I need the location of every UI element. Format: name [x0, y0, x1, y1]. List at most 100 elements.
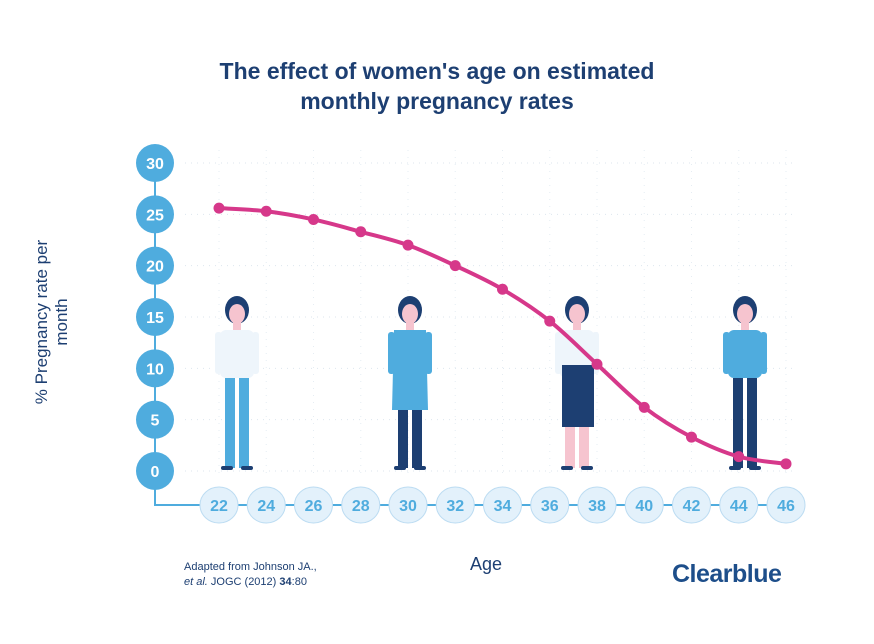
x-tick-bubble [199, 486, 239, 524]
x-tick-bubble [246, 486, 286, 524]
x-tick-label: 22 [210, 498, 228, 515]
source-journal: JOGC (2012) [207, 576, 280, 588]
source-etal: et al. [184, 576, 208, 588]
x-tick-label: 30 [399, 498, 417, 515]
arm [215, 332, 222, 374]
y-tick-bubble [136, 246, 174, 285]
x-tick-label: 46 [777, 498, 795, 515]
y-tick-label: 10 [146, 361, 164, 378]
y-tick-bubble [136, 144, 174, 182]
x-tick-bubble [577, 486, 617, 524]
y-tick-label: 5 [151, 413, 160, 430]
source-volume: 34 [279, 576, 292, 588]
source-line-1: Adapted from Johnson JA., [184, 561, 317, 573]
x-tick-bubble [388, 486, 428, 524]
x-tick-label: 26 [305, 498, 323, 515]
shoe [394, 466, 406, 470]
shirt [220, 330, 254, 378]
face [569, 304, 585, 324]
arm [555, 332, 562, 374]
x-tick-label: 34 [494, 498, 512, 515]
data-point [591, 358, 603, 370]
data-point [780, 458, 792, 470]
neck [406, 322, 414, 330]
x-tick-bubble [624, 486, 664, 524]
neck [741, 322, 749, 330]
y-tick-bubble [136, 298, 174, 336]
x-tick-label: 40 [635, 498, 653, 515]
shirt [728, 330, 762, 378]
data-point [497, 283, 508, 295]
x-tick-label: 36 [541, 498, 559, 515]
dress [392, 330, 428, 410]
x-axis-label: Age [470, 554, 503, 574]
shoe [581, 466, 593, 470]
leg [747, 378, 757, 468]
leg [225, 378, 235, 468]
shoe [561, 466, 573, 470]
x-tick-label: 42 [683, 498, 701, 515]
data-point [733, 451, 745, 463]
arm [252, 332, 259, 374]
x-tick-bubble [435, 486, 475, 524]
shoe [414, 466, 426, 470]
face [402, 304, 418, 324]
leg [733, 378, 743, 468]
arm [723, 332, 730, 374]
face [737, 304, 753, 324]
y-tick-label: 20 [146, 259, 164, 276]
shoe [221, 466, 233, 470]
data-point [544, 315, 556, 327]
neck [573, 322, 581, 330]
shoe [749, 466, 761, 470]
title-line-1: The effect of women's age on estimated [219, 58, 655, 84]
leg [412, 410, 422, 468]
data-point [308, 213, 319, 225]
x-tick-bubble [341, 486, 381, 524]
x-tick-bubble [294, 486, 333, 524]
source-note: Adapted from Johnson JA., et al. JOGC (2… [184, 560, 317, 590]
x-tick-bubble [766, 486, 806, 524]
x-tick-bubble [530, 486, 570, 524]
x-tick-label: 38 [588, 498, 606, 515]
x-tick-label: 44 [730, 498, 748, 515]
skirt [562, 365, 594, 427]
x-tick-label: 24 [257, 498, 275, 515]
data-point [260, 205, 272, 217]
arm [388, 332, 395, 374]
data-point [355, 226, 367, 238]
y-tick-label: 15 [146, 310, 164, 327]
data-point [638, 401, 650, 413]
neck [233, 322, 241, 330]
leg [239, 378, 249, 468]
clearblue-logo: Clearblue [672, 560, 782, 588]
arm [760, 332, 767, 374]
y-tick-bubble [136, 195, 174, 234]
y-tick-label: 30 [146, 156, 164, 173]
source-page: :80 [291, 576, 307, 588]
series-line [218, 206, 787, 466]
y-tick-bubble [136, 452, 174, 490]
data-point [449, 260, 461, 272]
y-tick-bubble [136, 349, 174, 388]
x-tick-bubble [483, 486, 522, 524]
x-tick-bubble [719, 486, 759, 524]
title-line-2: monthly pregnancy rates [300, 88, 574, 114]
leg [398, 410, 408, 468]
arm [425, 332, 432, 374]
data-point [213, 202, 225, 214]
face [229, 304, 245, 324]
data-point [402, 239, 414, 251]
y-tick-label: 0 [151, 464, 160, 481]
chart-title: The effect of women's age on estimated m… [0, 56, 874, 116]
x-tick-label: 32 [446, 498, 464, 515]
shoe [729, 466, 741, 470]
y-tick-label: 25 [146, 207, 164, 224]
x-tick-label: 28 [352, 498, 370, 515]
y-tick-bubble [136, 400, 174, 439]
x-tick-bubble [672, 486, 711, 524]
shoe [241, 466, 253, 470]
data-point [686, 431, 697, 443]
